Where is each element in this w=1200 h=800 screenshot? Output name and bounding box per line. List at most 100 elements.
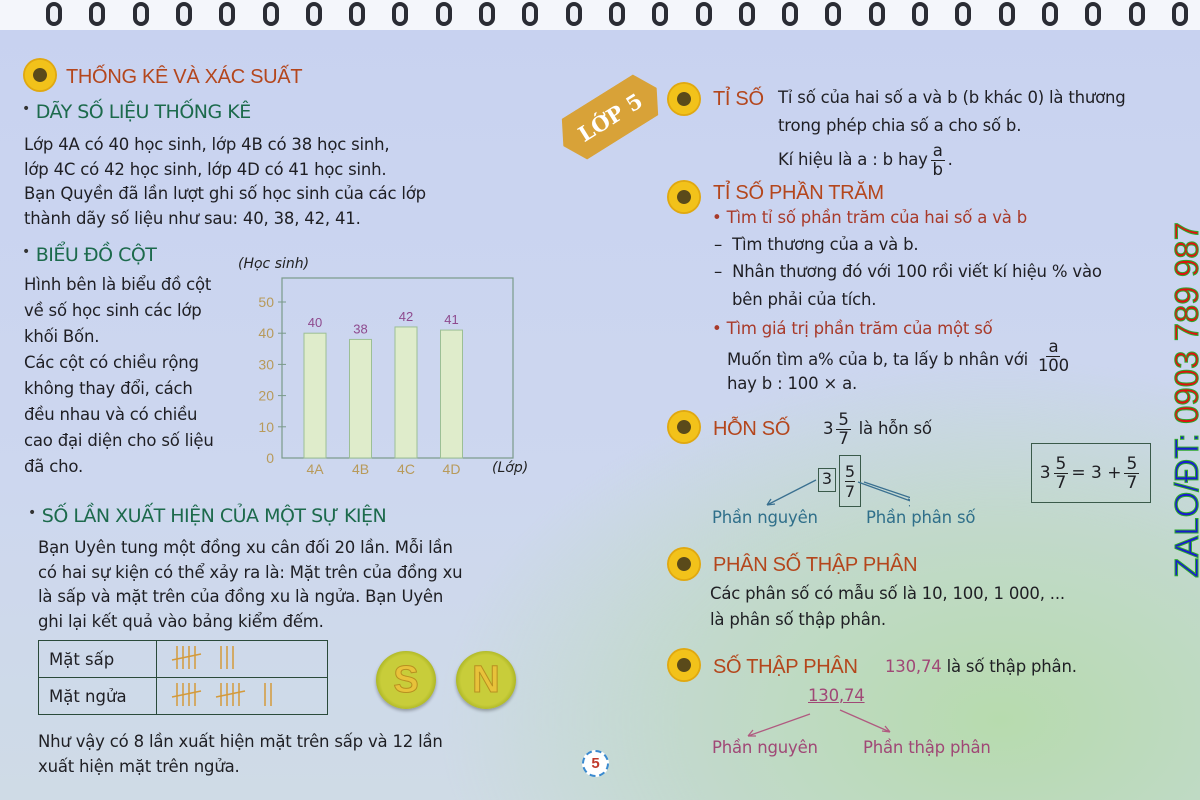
binding-ring <box>868 2 885 26</box>
sunflower-icon <box>667 180 701 214</box>
decimal-fraction-text: là phân số thập phân. <box>710 610 886 629</box>
y-tick-label: 10 <box>258 419 274 435</box>
grade-banner: LỚP 5 <box>551 68 670 167</box>
tally-label: Mặt ngửa <box>38 677 157 715</box>
x-tick-label: 4B <box>352 461 369 477</box>
percent-bullet: • Tìm tỉ số phần trăm của hai số a và b <box>712 208 1027 227</box>
binding-ring <box>46 2 62 26</box>
whole-part-label: Phần nguyên <box>712 508 818 527</box>
binding-ring <box>738 2 755 26</box>
binding-ring <box>89 2 106 26</box>
binding-ring <box>825 2 842 26</box>
sunflower-icon <box>23 58 57 92</box>
binding-ring <box>392 2 409 26</box>
binding-ring <box>652 2 669 26</box>
decimal-number: 130,74 <box>808 686 865 705</box>
percent-step: bên phải của tích. <box>732 290 877 309</box>
binding-ring <box>175 2 192 26</box>
conclusion-text: Như vậy có 8 lần xuất hiện mặt trên sấp … <box>38 730 443 779</box>
decimal-title: SỐ THẬP PHÂN <box>713 656 858 678</box>
binding-ring <box>912 2 928 26</box>
bar <box>394 326 418 459</box>
section-title: THỐNG KÊ VÀ XÁC SUẤT <box>66 66 303 88</box>
text-line: cao đại diện cho số liệu <box>24 431 214 450</box>
y-axis-label: (Học sinh) <box>238 256 309 272</box>
bar <box>349 338 372 459</box>
bar-chart-text: Hình bên là biểu đồ cột về số học sinh cá… <box>24 272 214 480</box>
y-tick-label: 0 <box>266 450 274 466</box>
decimal-arrows <box>747 709 891 737</box>
text-line: là sấp và mặt trên của đồng xu là ngửa. … <box>38 587 444 606</box>
bar-chart: (Học sinh) (Lớp) 0 10 20 30 40 50 40 4A 38 4B 42 4C 41… <box>238 256 528 477</box>
page-number: 5 <box>582 750 609 777</box>
x-tick-label: 4C <box>397 461 415 477</box>
tally-label: Mặt sấp <box>38 640 157 678</box>
fraction-part-label: Phần phân số <box>866 508 976 527</box>
percent-rule: Muốn tìm a% của b, ta lấy b nhân với a 100 <box>727 337 1069 375</box>
text-line: lớp 4C có 42 học sinh, lớp 4D có 41 học … <box>24 159 387 179</box>
tally-mark <box>215 690 246 698</box>
binding-ring <box>1085 2 1102 26</box>
binding-ring <box>1041 2 1058 26</box>
percent-rule: hay b : 100 × a. <box>727 374 858 393</box>
decimal-part-label: Phần thập phân <box>863 738 991 757</box>
text-line: Các cột có chiều rộng <box>24 353 199 372</box>
binding-ring <box>565 2 582 26</box>
binding-ring <box>608 2 625 26</box>
tally-marks <box>156 640 328 678</box>
binding-ring <box>305 2 322 26</box>
coin-heads: S <box>376 651 436 709</box>
table-row: Mặt sấp <box>38 640 328 678</box>
text-line: Lớp 4A có 40 học sinh, lớp 4B có 38 học … <box>24 135 390 154</box>
text-line: khối Bốn. <box>24 327 100 346</box>
ratio-text: trong phép chia số a cho số b. <box>778 116 1022 135</box>
text-line: ghi lại kết quả vào bảng kiểm đếm. <box>38 611 324 631</box>
integer-part-label: Phần nguyên <box>712 738 818 757</box>
y-tick-label: 30 <box>258 356 274 372</box>
binding-ring <box>349 2 366 26</box>
tally-mark <box>171 653 202 661</box>
binding-ring <box>1171 2 1188 26</box>
ratio-text: Tỉ số của hai số a và b (b khác 0) là th… <box>778 88 1126 107</box>
text-line: đều nhau và có chiều <box>24 405 198 424</box>
bar-value-label: 41 <box>444 312 458 327</box>
binding-ring <box>132 2 149 26</box>
bar <box>303 332 327 459</box>
bar <box>440 329 463 459</box>
subsection-heading: • SỐ LẦN XUẤT HIỆN CỦA MỘT SỰ KIỆN <box>28 505 387 527</box>
binding-ring <box>998 2 1015 26</box>
tally-marks <box>156 677 328 715</box>
x-axis-label: (Lớp) <box>492 460 528 476</box>
text-line: thành dãy số liệu như sau: 40, 38, 42, 4… <box>24 208 361 228</box>
bar-value-label: 40 <box>308 315 322 330</box>
bar-value-label: 42 <box>399 309 413 324</box>
binding-ring <box>219 2 236 26</box>
x-tick-label: 4A <box>306 461 324 477</box>
y-tick-label: 40 <box>258 325 274 341</box>
sunflower-icon <box>667 547 701 581</box>
binding-ring <box>262 2 279 26</box>
percent-title: TỈ SỐ PHẦN TRĂM <box>713 182 884 204</box>
text-line: Bạn Quyền đã lần lượt ghi số học sinh củ… <box>24 184 426 203</box>
mixed-number-title: HỖN SỐ <box>713 418 791 440</box>
ratio-title: TỈ SỐ <box>713 88 764 110</box>
text-line: đã cho. <box>24 457 84 476</box>
whole-part-box: 3 <box>818 468 836 492</box>
bar-value-label: 38 <box>353 321 367 336</box>
y-tick-label: 20 <box>258 388 274 404</box>
decimal-fraction-title: PHÂN SỐ THẬP PHÂN <box>713 554 918 576</box>
percent-step: – Tìm thương của a và b. <box>714 235 919 254</box>
subsection-heading: • BIỂU ĐỒ CỘT <box>22 244 157 266</box>
percent-bullet: • Tìm giá trị phần trăm của một số <box>712 319 993 338</box>
binding-ring <box>522 2 539 26</box>
watermark: ZALO/ĐT: 0903 789 987 <box>1168 222 1200 579</box>
x-tick-label: 4D <box>443 461 461 477</box>
mixed-number-equation: 3 5 7 = 3 +5 7 <box>1031 443 1151 503</box>
sunflower-icon <box>667 82 701 116</box>
text-line: không thay đổi, cách <box>24 379 193 398</box>
binding-ring <box>479 2 495 26</box>
decimal-fraction-text: Các phân số có mẫu số là 10, 100, 1 000,… <box>710 584 1065 603</box>
binding-ring <box>435 2 452 26</box>
